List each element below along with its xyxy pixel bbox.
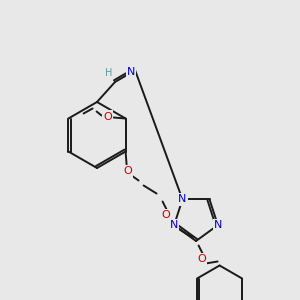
Text: O: O	[123, 167, 132, 176]
Text: N: N	[127, 67, 135, 77]
Text: H: H	[105, 68, 113, 78]
Text: N: N	[214, 220, 222, 230]
Text: O: O	[161, 211, 170, 220]
Text: O: O	[197, 254, 206, 265]
Text: N: N	[178, 194, 187, 204]
Text: N: N	[170, 220, 178, 230]
Text: O: O	[103, 112, 112, 122]
